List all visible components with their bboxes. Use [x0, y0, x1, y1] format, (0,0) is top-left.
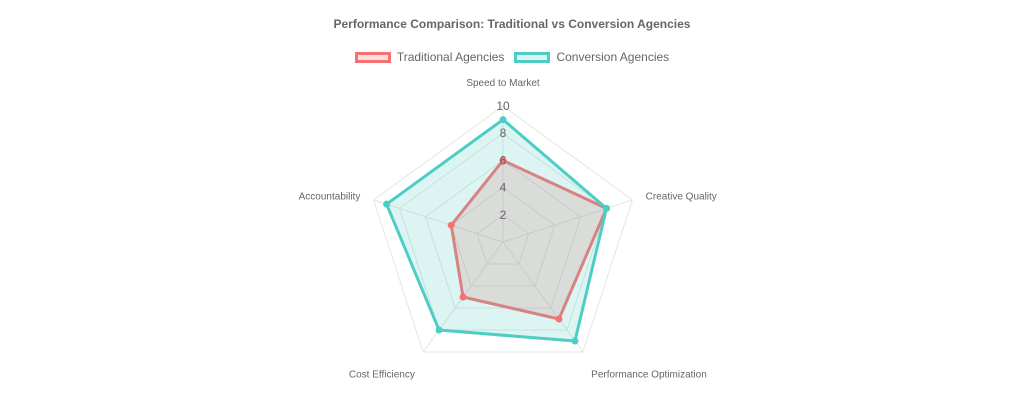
tick-label-2: 2	[500, 208, 507, 222]
series-1-point-1	[602, 204, 610, 212]
radar-axis-labels: Speed to Market Creative Quality Performan…	[299, 78, 717, 380]
radar-grid	[373, 105, 633, 353]
grid-ring-2	[450, 186, 556, 287]
spoke-4	[373, 199, 504, 243]
axis-label-4: Accountability	[299, 192, 361, 203]
legend-label-conversion: Conversion Agencies	[556, 50, 670, 64]
grid-ring-5	[373, 105, 633, 353]
grid-ring-4	[398, 132, 608, 331]
spoke-2	[502, 241, 584, 353]
axis-label-0: Speed to Market	[466, 78, 540, 89]
series-1-point-3	[435, 326, 443, 334]
legend-swatch-conversion	[514, 51, 551, 63]
series-area-1	[385, 118, 608, 343]
axis-label-2: Performance Optimization	[591, 369, 707, 380]
chart-title: Performance Comparison: Traditional vs C…	[333, 17, 691, 31]
series-0-point-0	[499, 156, 507, 164]
tick-label-8: 8	[500, 126, 507, 140]
legend: Traditional Agencies Conversion Agencies	[0, 50, 1024, 64]
axis-label-3: Cost Efficiency	[349, 369, 415, 380]
legend-label-traditional: Traditional Agencies	[396, 50, 505, 64]
tick-label-6: 6	[500, 153, 507, 167]
tick-label-10: 10	[496, 99, 510, 113]
legend-item-conversion[interactable]: Conversion Agencies	[514, 50, 669, 64]
series-1-point-0	[499, 116, 507, 124]
grid-ring-1	[476, 214, 530, 265]
series-0-point-3	[459, 293, 467, 301]
radar-tick-labels: 2 4 6 8 10	[496, 99, 510, 222]
legend-item-traditional[interactable]: Traditional Agencies	[354, 50, 505, 64]
series-area-0	[449, 158, 608, 321]
series-1-point-4	[383, 200, 391, 208]
series-0-point-4	[447, 221, 455, 229]
grid-ring-3	[424, 159, 582, 309]
radar-series	[383, 116, 610, 345]
series-0-point-2	[555, 315, 563, 323]
legend-swatch-traditional	[354, 51, 391, 63]
tick-label-4: 4	[500, 181, 507, 195]
spoke-1	[502, 199, 633, 243]
series-1-point-2	[571, 337, 579, 345]
axis-label-1: Creative Quality	[646, 192, 717, 203]
